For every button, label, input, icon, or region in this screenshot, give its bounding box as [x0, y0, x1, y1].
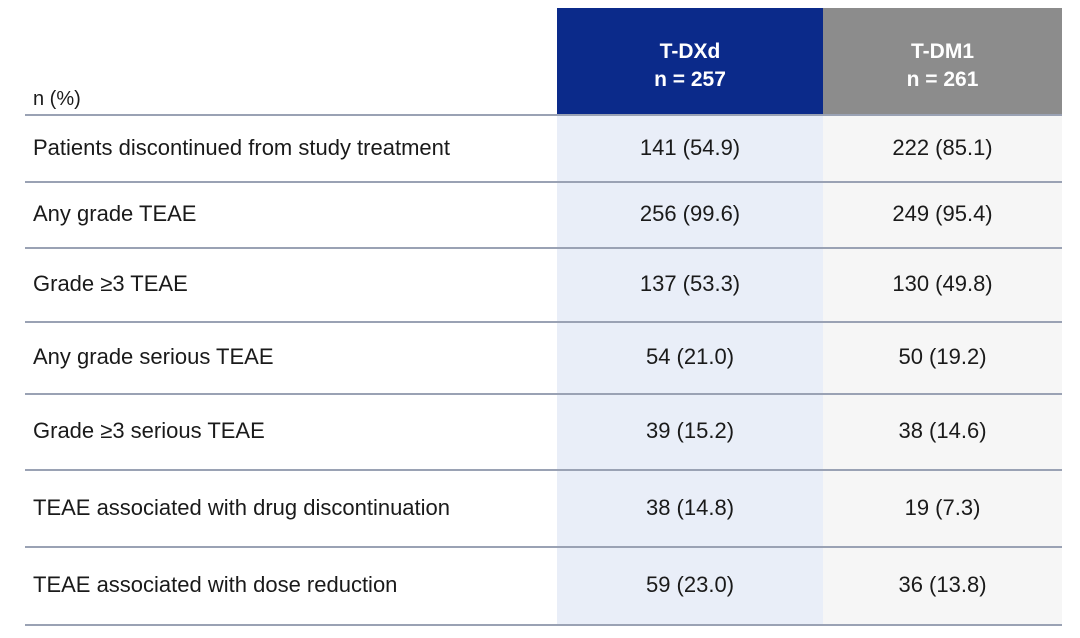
row-label: Grade ≥3 serious TEAE — [33, 418, 265, 443]
row-value: 38 (14.8) — [645, 494, 735, 520]
column-header-name: T-DM1 — [911, 40, 974, 63]
column-header: T-DXd n = 257 — [557, 38, 823, 94]
row-value: 59 (23.0) — [645, 572, 735, 597]
column-header-n: n = 257 — [654, 68, 726, 91]
row-label: Any grade serious TEAE — [33, 344, 274, 369]
row-rule — [25, 321, 1062, 323]
column-header-name: T-DXd — [659, 40, 721, 63]
row-label: TEAE associated with dose reduction — [33, 572, 398, 597]
row-label: Grade ≥3 TEAE — [33, 271, 188, 296]
row-rule — [25, 546, 1062, 548]
row-rule — [25, 114, 1062, 116]
row-rule — [25, 469, 1062, 471]
column-header: T-DM1 n = 261 — [823, 38, 1062, 94]
t-dm1-column-bg — [823, 114, 1062, 624]
column-header-n: n = 261 — [906, 68, 979, 91]
row-value: 130 (49.8) — [892, 271, 993, 296]
row-value: 256 (99.6) — [639, 201, 741, 226]
row-label: TEAE associated with drug discontinuatio… — [33, 494, 451, 520]
row-value: 141 (54.9) — [639, 134, 741, 160]
row-rule — [25, 181, 1062, 183]
row-value: 54 (21.0) — [645, 344, 735, 369]
row-label: Any grade TEAE — [33, 201, 197, 226]
row-rule — [25, 393, 1062, 395]
row-value: 19 (7.3) — [904, 494, 981, 520]
row-value: 36 (13.8) — [898, 572, 987, 597]
row-value: 38 (14.6) — [898, 418, 987, 443]
row-rule — [25, 247, 1062, 249]
row-value: 222 (85.1) — [892, 134, 993, 160]
row-value: 249 (95.4) — [892, 201, 993, 226]
row-rule — [25, 624, 1062, 626]
row-header: n (%) — [33, 87, 81, 110]
row-value: 50 (19.2) — [898, 344, 987, 369]
t-dxd-header-bg — [557, 8, 823, 114]
t-dxd-column-bg — [557, 114, 823, 624]
row-label: Patients discontinued from study treatme… — [33, 134, 450, 160]
row-value: 39 (15.2) — [645, 418, 735, 443]
t-dm1-header-bg — [823, 8, 1062, 114]
row-value: 137 (53.3) — [639, 271, 741, 296]
